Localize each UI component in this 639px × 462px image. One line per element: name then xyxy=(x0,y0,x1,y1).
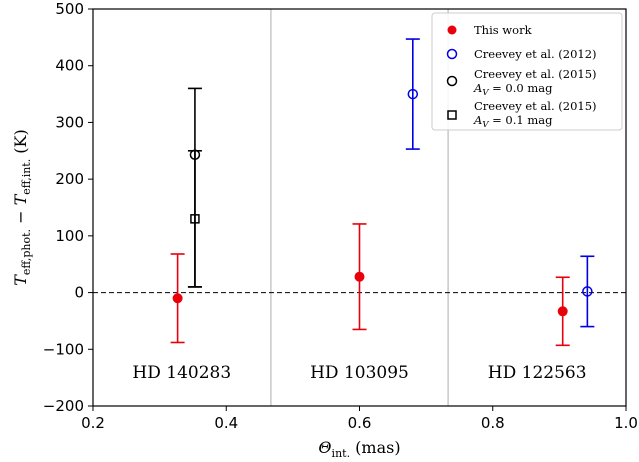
y-tick-label: 300 xyxy=(55,113,84,131)
point-creevey-et-al-2015-a-v-0-1-mag-1 xyxy=(190,214,200,224)
x-axis-label-subscript: int. xyxy=(332,447,351,460)
legend-sublabel-av0-v: V xyxy=(482,88,489,98)
y-tick-label: 400 xyxy=(55,57,84,75)
legend-marker-creevey-2012 xyxy=(446,48,458,60)
legend-sublabel-av01-a: A xyxy=(473,113,482,127)
y-axis-label-unit: (K) xyxy=(11,129,30,159)
legend-sublabel-av01-rest: = 0.1 mag xyxy=(488,113,553,127)
legend-sublabel-av0: AV = 0.0 mag xyxy=(473,81,553,98)
y-axis-label-sub2: eff,int. xyxy=(20,159,33,195)
x-tick-label: 0.6 xyxy=(348,414,372,432)
errorbar-creevey-et-al-2012-1 xyxy=(405,38,420,150)
legend-label-creevey-2012: Creevey et al. (2012) xyxy=(474,47,597,61)
legend-sublabel-av01-v: V xyxy=(482,120,489,130)
y-axis-label-t1: T xyxy=(11,274,30,286)
x-axis-label-symbol: Θ xyxy=(318,438,331,457)
x-axis-label: Θint. (mas) xyxy=(318,438,400,460)
y-axis-label-t2: T xyxy=(11,193,30,205)
point-creevey-et-al-2012-1 xyxy=(407,88,419,100)
point-this-work-1 xyxy=(172,293,183,304)
y-ticks: −200 −100 0 100 200 300 400 500 xyxy=(43,0,93,415)
legend-label-creevey-2015-av0: Creevey et al. (2015) xyxy=(474,67,597,81)
point-this-work-3 xyxy=(557,306,568,317)
y-tick-label: 100 xyxy=(55,227,84,245)
legend-marker-creevey-2015-av0 xyxy=(446,75,458,87)
y-axis-label-minus: − xyxy=(11,205,30,229)
legend-marker-this-work xyxy=(447,25,457,35)
point-this-work-2 xyxy=(354,271,365,282)
legend-box xyxy=(431,12,623,131)
legend-sublabel-av0-rest: = 0.0 mag xyxy=(488,81,553,95)
legend-label-this-work: This work xyxy=(474,23,533,37)
y-axis-label: Teff,phot. − Teff,int. (K) xyxy=(11,129,33,286)
errorbar-creevey-et-al-2012-2 xyxy=(580,255,595,328)
y-tick-label: 200 xyxy=(55,170,84,188)
annotation-hd122563: HD 122563 xyxy=(488,363,587,383)
x-axis-label-unit: (mas) xyxy=(350,438,401,457)
annotation-hd103095: HD 103095 xyxy=(310,363,409,383)
legend-sublabel-av01: AV = 0.1 mag xyxy=(473,113,553,130)
x-tick-label: 0.8 xyxy=(481,414,505,432)
annotation-hd140283: HD 140283 xyxy=(132,363,231,383)
legend-marker-creevey-2015-av01 xyxy=(447,110,457,120)
y-axis-label-sub1: eff,phot. xyxy=(20,229,33,275)
x-tick-label: 1.0 xyxy=(614,414,638,432)
y-tick-label: −100 xyxy=(43,340,84,358)
legend-sublabel-av0-a: A xyxy=(473,81,482,95)
legend-label-creevey-2015-av01: Creevey et al. (2015) xyxy=(474,99,597,113)
annotations: HD 140283 HD 103095 HD 122563 xyxy=(132,363,586,383)
legend-markers xyxy=(446,25,458,120)
y-tick-label: −200 xyxy=(43,397,84,415)
legend: This work Creevey et al. (2012) Creevey … xyxy=(431,12,623,131)
y-tick-label: 0 xyxy=(74,284,84,302)
data-markers xyxy=(172,88,593,317)
x-tick-label: 0.2 xyxy=(81,414,105,432)
point-creevey-et-al-2015-a-v-0-0-mag-1 xyxy=(189,149,201,161)
x-tick-label: 0.4 xyxy=(214,414,238,432)
point-creevey-et-al-2012-2 xyxy=(582,286,593,297)
x-ticks: 0.2 0.4 0.6 0.8 1.0 xyxy=(81,406,638,432)
y-tick-label: 500 xyxy=(55,0,84,18)
